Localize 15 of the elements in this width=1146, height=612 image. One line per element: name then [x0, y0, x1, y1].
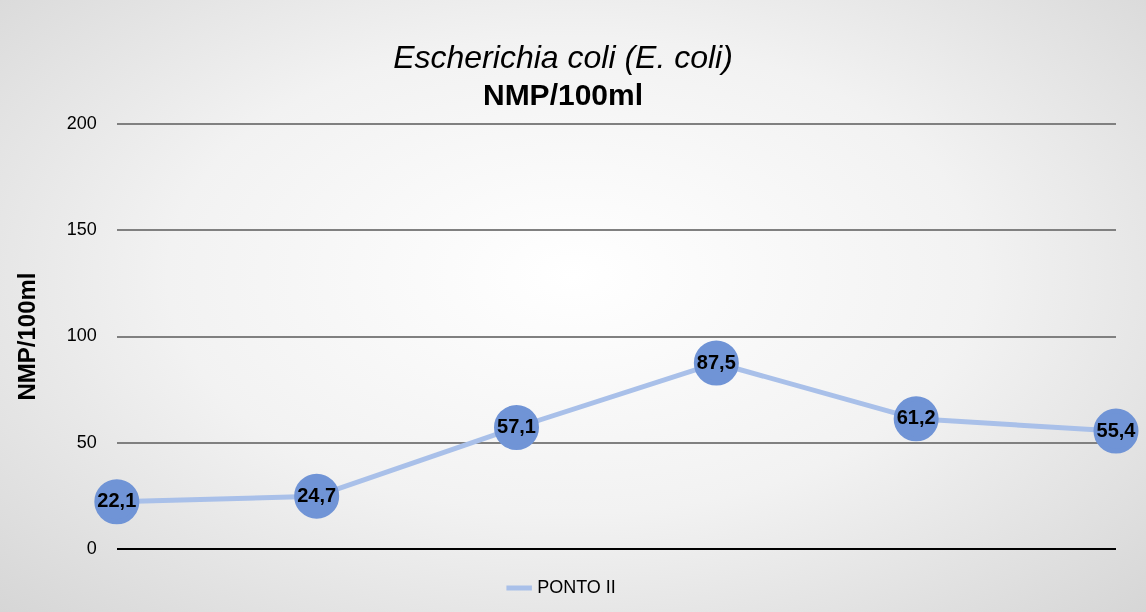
- y-axis-title: NMP/100ml: [13, 272, 41, 401]
- chart-title: Escherichia coli (E. coli): [393, 39, 733, 76]
- chart-subtitle: NMP/100ml: [482, 77, 644, 111]
- data-label: 57,1: [497, 415, 536, 438]
- data-label: 55,4: [1096, 418, 1137, 441]
- legend-label: PONTO II: [537, 576, 616, 597]
- y-tick-label: 0: [86, 537, 97, 558]
- data-label: 24,7: [297, 483, 337, 506]
- y-tick-label: 200: [66, 113, 97, 134]
- y-tick-label: 150: [66, 219, 97, 240]
- y-tick-label: 100: [66, 325, 97, 346]
- data-label: 61,2: [896, 406, 936, 429]
- y-tick-label: 50: [76, 431, 97, 452]
- data-label: 87,5: [696, 350, 736, 373]
- data-label: 22,1: [97, 489, 137, 512]
